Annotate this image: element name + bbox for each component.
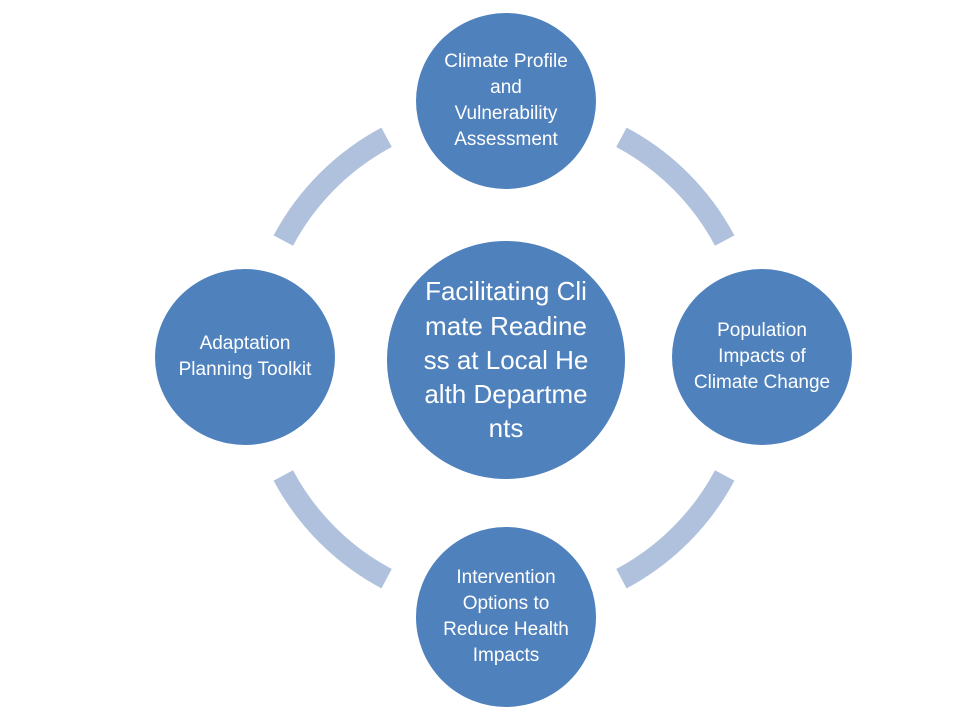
- center-node: Facilitating Climate Readiness at Local …: [384, 238, 628, 482]
- cycle-node-adaptation-toolkit: Adaptation Planning Toolkit: [152, 266, 338, 448]
- cycle-node-label: Adaptation Planning Toolkit: [178, 332, 312, 380]
- cycle-arc: [616, 470, 735, 589]
- cycle-node-climate-profile: Climate Profile and Vulnerability Assess…: [413, 10, 599, 192]
- cycle-arc: [273, 470, 392, 589]
- cycle-arc: [616, 127, 735, 246]
- cycle-node-label: Population Impacts of Climate Change: [693, 319, 831, 394]
- cycle-arc: [273, 127, 392, 246]
- cycle-node-intervention-options: Intervention Options to Reduce Health Im…: [413, 524, 599, 710]
- center-node-label: Facilitating Climate Readiness at Local …: [423, 276, 589, 444]
- cycle-node-population-impacts: Population Impacts of Climate Change: [669, 266, 855, 448]
- cycle-node-label: Intervention Options to Reduce Health Im…: [443, 566, 569, 667]
- cycle-node-label: Climate Profile and Vulnerability Assess…: [444, 50, 568, 151]
